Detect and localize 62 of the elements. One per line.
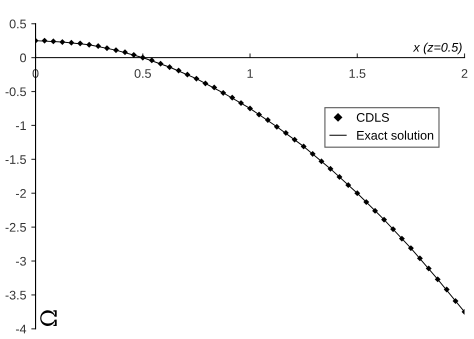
point <box>42 38 48 44</box>
point <box>408 245 414 252</box>
point <box>310 150 316 157</box>
point <box>229 94 236 101</box>
y-tick-label: -1.5 <box>6 155 26 164</box>
y-tick-label: -3.5 <box>6 290 26 300</box>
point <box>274 124 280 130</box>
y-tick-label: -3 <box>16 256 26 266</box>
point <box>50 38 56 44</box>
point <box>390 226 396 232</box>
point <box>426 266 432 272</box>
y-tick-label: 0.5 <box>10 20 26 28</box>
legend-label: Exact solution <box>357 130 434 140</box>
point <box>176 68 182 74</box>
y-tick-label: -2.5 <box>6 222 26 232</box>
y-tick-label: -4 <box>16 324 26 334</box>
point <box>372 208 378 214</box>
point <box>256 112 262 118</box>
point <box>336 174 342 180</box>
x-tick-label: 0.5 <box>134 69 151 78</box>
point <box>211 84 218 90</box>
point <box>363 199 370 205</box>
point <box>59 39 66 45</box>
point <box>202 80 208 86</box>
point <box>77 40 84 46</box>
point <box>318 158 324 164</box>
y-tick-label: -2 <box>16 189 26 198</box>
y-tick-label: 0 <box>20 53 26 62</box>
point <box>95 43 102 50</box>
point <box>381 216 388 223</box>
point <box>345 182 352 188</box>
point <box>300 144 307 150</box>
point <box>398 236 405 242</box>
y-axis-title: Ω <box>40 310 57 326</box>
x-tick-label: 2 <box>462 69 468 78</box>
x-axis-title: x (z=0.5) <box>412 42 462 54</box>
x-tick-label: 1.5 <box>350 69 366 78</box>
point <box>238 100 244 106</box>
point <box>247 106 253 112</box>
point <box>416 255 423 262</box>
point <box>130 52 137 58</box>
point <box>184 72 190 78</box>
point <box>193 76 200 82</box>
point <box>282 130 289 136</box>
point <box>328 166 334 172</box>
point <box>122 49 128 56</box>
legend-label: CDLS <box>356 113 389 122</box>
point <box>140 54 146 61</box>
point <box>434 276 441 282</box>
point <box>86 42 92 48</box>
point <box>264 117 271 123</box>
point <box>292 136 298 143</box>
point <box>166 64 173 70</box>
point <box>113 47 119 54</box>
point <box>104 45 110 52</box>
point <box>68 40 74 46</box>
point <box>220 90 226 96</box>
point <box>444 286 450 292</box>
y-tick-label: -1 <box>16 121 26 130</box>
y-tick-label: -0.5 <box>6 87 26 96</box>
point <box>158 60 164 67</box>
x-tick-label: 1 <box>248 69 253 78</box>
